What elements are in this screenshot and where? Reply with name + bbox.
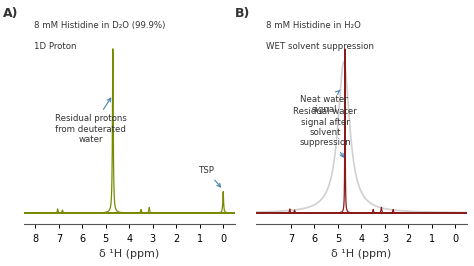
Text: WET solvent suppression: WET solvent suppression <box>266 42 374 51</box>
X-axis label: δ ¹H (ppm): δ ¹H (ppm) <box>331 249 392 259</box>
Text: 1D Proton: 1D Proton <box>34 42 77 51</box>
Text: Residual water
signal after
solvent
suppression: Residual water signal after solvent supp… <box>293 107 357 157</box>
Text: B): B) <box>235 7 250 20</box>
Text: A): A) <box>2 7 18 20</box>
Text: 8 mM Histidine in H₂O: 8 mM Histidine in H₂O <box>266 21 361 30</box>
Text: TSP: TSP <box>199 166 220 187</box>
Text: 8 mM Histidine in D₂O (99.9%): 8 mM Histidine in D₂O (99.9%) <box>34 21 165 30</box>
Text: Neat water
signal: Neat water signal <box>300 90 348 114</box>
Text: Residual protons
from deuterated
water: Residual protons from deuterated water <box>55 98 127 144</box>
X-axis label: δ ¹H (ppm): δ ¹H (ppm) <box>99 249 159 259</box>
